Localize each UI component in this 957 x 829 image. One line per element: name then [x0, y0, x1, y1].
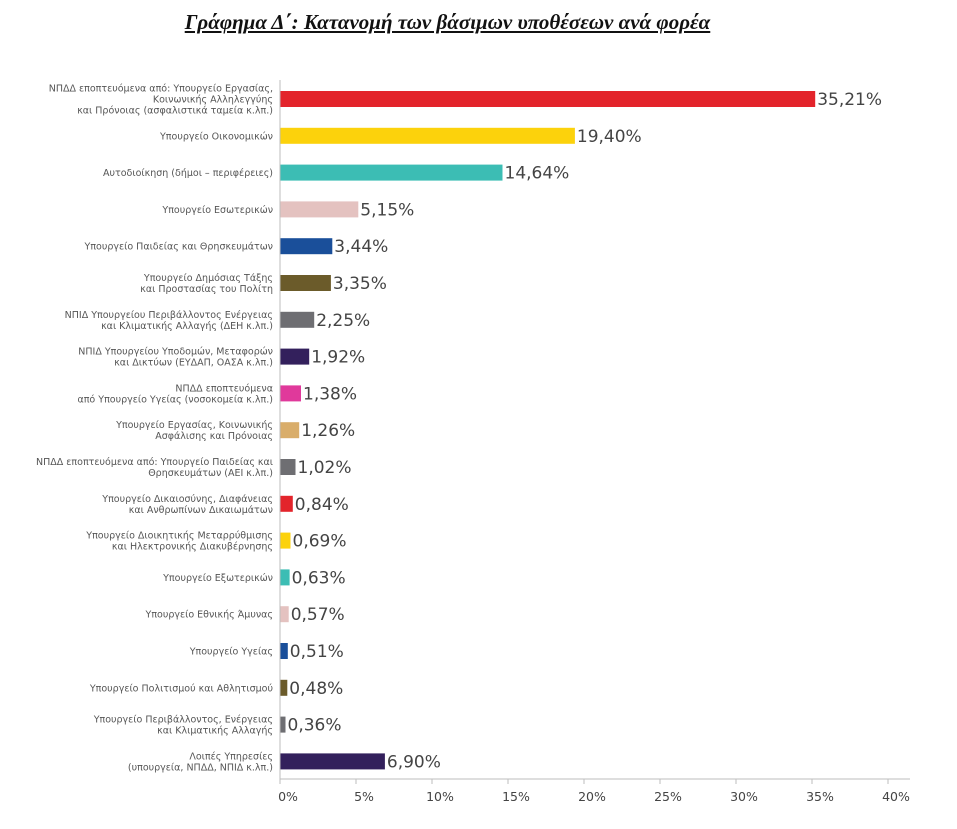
value-label: 0,57%: [291, 605, 345, 625]
category-label: Υπουργείο Διοικητικής Μεταρρύθμισης και Η…: [85, 531, 273, 553]
bar: [280, 643, 288, 659]
category-label: ΝΠΔΔ εποπτευόμενα από Υπουργείο Υγείας (ν…: [77, 383, 273, 405]
bar: [280, 753, 385, 770]
bar: [280, 201, 359, 218]
value-label: 1,38%: [303, 384, 357, 404]
bar: [280, 348, 310, 365]
bar: [280, 311, 315, 328]
bar: [280, 164, 503, 181]
value-label: 0,69%: [293, 532, 347, 552]
value-label: 2,25%: [316, 311, 370, 331]
bar: [280, 716, 286, 733]
x-tick-label: 35%: [806, 789, 834, 804]
category-label: Υπουργείο Υγείας: [189, 647, 273, 658]
value-label: 0,84%: [295, 495, 349, 515]
value-label: 14,64%: [505, 164, 570, 184]
chart-title: Γράφημα Δ΄: Κατανομή των βάσιμων υποθέσε…: [184, 10, 711, 34]
value-label: 0,48%: [289, 679, 343, 699]
bar: [280, 275, 331, 291]
bar: [280, 459, 296, 475]
value-label: 6,90%: [387, 752, 441, 772]
value-label: 1,26%: [301, 421, 355, 441]
bar: [280, 679, 288, 696]
category-label: ΝΠΔΔ εποπτευόμενα από: Υπουργείο Παιδεία…: [36, 457, 273, 479]
value-label: 3,35%: [333, 274, 387, 294]
bar: [280, 422, 300, 439]
category-label: ΝΠΔΔ εποπτευόμενα από: Υπουργείο Εργασία…: [49, 84, 273, 117]
bar: [280, 606, 289, 623]
category-label: Υπουργείο Δικαιοσύνης, Διαφάνειας και Ανθ…: [101, 494, 273, 516]
value-label: 1,02%: [298, 458, 352, 478]
category-label: Υπουργείο Εξωτερικών: [162, 573, 273, 584]
value-label: 35,21%: [817, 90, 882, 110]
category-label: Υπουργείο Περιβάλλοντος, Ενέργειας και Κλ…: [93, 715, 273, 737]
x-tick-label: 40%: [882, 789, 910, 804]
value-label: 3,44%: [334, 237, 388, 257]
bar: [280, 569, 290, 586]
x-tick-label: 15%: [502, 789, 530, 804]
bar: [280, 127, 575, 144]
category-label: Λοιπές Υπηρεσίες (υπουργεία, ΝΠΔΔ, ΝΠΙΔ κ…: [128, 751, 273, 773]
category-label: Υπουργείο Πολιτισμού και Αθλητισμού: [89, 683, 273, 694]
x-tick-label: 0%: [278, 789, 298, 804]
x-tick-label: 5%: [354, 789, 374, 804]
category-label: Υπουργείο Δημόσιας Τάξης και Προστασίας τ…: [140, 273, 273, 295]
value-label: 19,40%: [577, 127, 642, 147]
value-label: 0,36%: [288, 716, 342, 736]
bar: [280, 91, 816, 107]
bar: [280, 385, 301, 402]
category-label: Υπουργείο Οικονομικών: [159, 131, 273, 142]
bar: [280, 495, 293, 512]
bar: [280, 532, 291, 549]
value-label: 1,92%: [311, 348, 365, 368]
category-label: Υπουργείο Εσωτερικών: [161, 205, 273, 216]
category-label: Υπουργείο Εργασίας, Κοινωνικής Ασφάλισης …: [115, 420, 273, 442]
category-label: Υπουργείο Παιδείας και Θρησκευμάτων: [84, 242, 273, 253]
category-label: ΝΠΙΔ Υπουργείου Περιβάλλοντος Ενέργειας κ…: [65, 310, 273, 332]
category-label: Αυτοδιοίκηση (δήμοι – περιφέρειες): [103, 168, 273, 179]
x-tick-label: 25%: [654, 789, 682, 804]
value-label: 5,15%: [360, 200, 414, 220]
category-label: Υπουργείο Εθνικής Άμυνας: [145, 610, 273, 621]
x-tick-label: 20%: [578, 789, 606, 804]
x-tick-label: 10%: [426, 789, 454, 804]
x-tick-label: 30%: [730, 789, 758, 804]
value-label: 0,51%: [290, 642, 344, 662]
value-label: 0,63%: [292, 568, 346, 588]
category-label: ΝΠΙΔ Υπουργείου Υποδομών, Μεταφορών και Δ…: [78, 347, 273, 369]
bar: [280, 238, 333, 255]
